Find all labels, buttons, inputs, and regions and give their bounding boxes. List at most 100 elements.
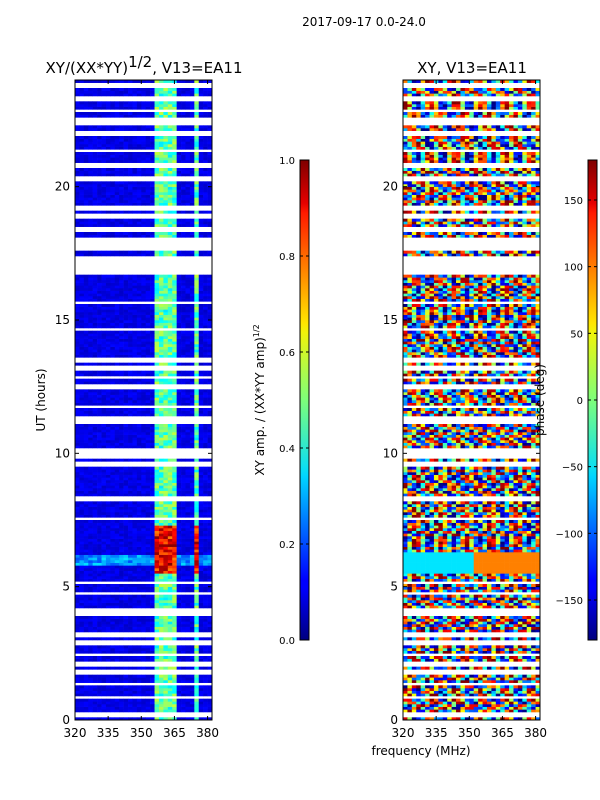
heatmap-cell — [88, 680, 93, 683]
heatmap-cell — [198, 184, 204, 187]
heatmap-cell — [123, 354, 129, 358]
heatmap-cell — [189, 594, 195, 598]
heatmap-cell — [176, 674, 182, 678]
heatmap-cell — [114, 557, 120, 561]
heatmap-cell — [150, 480, 155, 483]
heatmap-cell — [75, 144, 80, 147]
heatmap-cell — [203, 704, 208, 707]
heatmap-cell — [101, 589, 107, 593]
heatmap-cell — [150, 522, 155, 526]
heatmap-cell — [88, 533, 93, 537]
heatmap-cell — [101, 717, 107, 721]
heatmap-cell — [167, 354, 173, 358]
heatmap-cell — [101, 525, 107, 529]
heatmap-cell — [194, 106, 200, 110]
heatmap-cell — [132, 565, 138, 569]
heatmap-cell — [114, 594, 120, 598]
heatmap-cell — [150, 458, 155, 462]
heatmap-cell — [176, 370, 182, 374]
heatmap-cell — [189, 469, 195, 473]
heatmap-cell — [194, 600, 200, 603]
heatmap-cell — [136, 170, 142, 174]
heatmap-cell — [198, 106, 204, 110]
heatmap-cell — [203, 152, 208, 155]
heatmap-cell — [128, 394, 133, 398]
heatmap-cell — [145, 146, 151, 150]
heatmap-cell — [136, 344, 142, 347]
heatmap-cell — [101, 298, 107, 302]
heatmap-cell — [172, 210, 177, 214]
heatmap-cell — [105, 594, 111, 598]
heatmap-cell — [198, 538, 204, 542]
heatmap-cell — [101, 522, 107, 526]
heatmap-cell — [172, 330, 177, 334]
heatmap-cell — [97, 370, 102, 374]
heatmap-cell — [194, 320, 200, 323]
heatmap-cell — [181, 168, 186, 171]
heatmap-cell — [79, 338, 85, 342]
heatmap-cell — [172, 514, 177, 518]
heatmap-cell — [150, 354, 155, 358]
heatmap-cell — [136, 442, 142, 446]
heatmap-cell — [128, 522, 133, 526]
heatmap-cell — [75, 197, 80, 201]
heatmap-cell — [97, 474, 102, 478]
heatmap-cell — [158, 512, 164, 515]
heatmap-cell — [185, 253, 191, 257]
heatmap-cell — [198, 112, 204, 115]
heatmap-cell — [158, 533, 164, 537]
heatmap-cell — [97, 296, 102, 299]
heatmap-cell — [167, 144, 173, 147]
heatmap-cell — [75, 202, 80, 206]
heatmap-cell — [79, 474, 85, 478]
heatmap-cell — [158, 410, 164, 414]
heatmap-cell — [167, 125, 173, 129]
heatmap-cell — [114, 362, 120, 366]
heatmap-cell — [110, 594, 116, 598]
heatmap-cell — [128, 690, 133, 694]
heatmap-cell — [154, 522, 160, 526]
heatmap-cell — [167, 346, 173, 350]
heatmap-cell — [198, 290, 204, 294]
heatmap-cell — [158, 202, 164, 206]
heatmap-cell — [167, 112, 173, 115]
heatmap-cell — [185, 645, 191, 649]
heatmap-cell — [92, 330, 98, 334]
heatmap-cell — [189, 218, 195, 222]
heatmap-cell — [141, 677, 147, 681]
heatmap-cell — [88, 152, 93, 155]
heatmap-cell — [119, 522, 124, 526]
heatmap-cell — [132, 392, 138, 395]
heatmap-cell — [207, 690, 213, 694]
heatmap-cell — [141, 168, 147, 171]
heatmap-cell — [150, 618, 155, 622]
heatmap-cell — [101, 690, 107, 694]
heatmap-cell — [132, 202, 138, 206]
heatmap-cell — [198, 317, 204, 321]
heatmap-cell — [176, 597, 182, 601]
heatmap-cell — [150, 538, 155, 542]
heatmap-cell — [88, 400, 93, 403]
heatmap-cell — [141, 141, 147, 145]
heatmap-cell — [167, 349, 173, 353]
heatmap-cell — [163, 549, 169, 553]
heatmap-cell — [163, 605, 169, 609]
heatmap-cell — [167, 509, 173, 513]
heatmap-cell — [101, 648, 107, 651]
heatmap-cell — [176, 693, 182, 697]
heatmap-cell — [185, 173, 191, 177]
heatmap-cell — [141, 184, 147, 187]
heatmap-cell — [88, 293, 93, 297]
heatmap-cell — [101, 410, 107, 414]
heatmap-cell — [181, 336, 186, 339]
heatmap-cell — [189, 536, 195, 539]
heatmap-cell — [79, 274, 85, 278]
heatmap-cell — [145, 445, 151, 449]
heatmap-cell — [207, 442, 213, 446]
heatmap-cell — [132, 546, 138, 550]
heatmap-cell — [97, 157, 102, 161]
heatmap-cell — [176, 160, 182, 163]
heatmap-cell — [136, 168, 142, 171]
heatmap-cell — [207, 477, 213, 481]
heatmap-cell — [83, 493, 89, 497]
